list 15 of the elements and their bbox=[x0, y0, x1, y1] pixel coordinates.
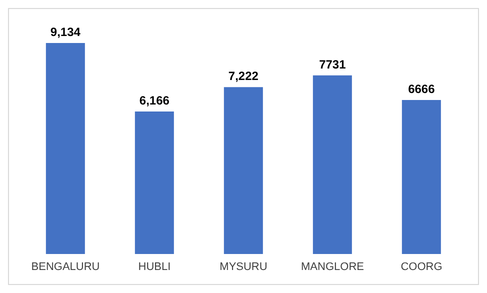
x-tick-label: BENGALURU bbox=[31, 260, 100, 273]
data-label: 6666 bbox=[408, 82, 436, 96]
data-label: 6,166 bbox=[139, 94, 170, 108]
data-label: 7731 bbox=[319, 57, 346, 72]
bar bbox=[402, 100, 441, 254]
x-tick-label: MYSURU bbox=[220, 260, 268, 273]
data-label: 7,222 bbox=[228, 69, 259, 84]
x-tick-label: HUBLI bbox=[138, 260, 171, 273]
bar bbox=[224, 87, 263, 254]
bar bbox=[46, 43, 85, 254]
x-tick-label: MANGLORE bbox=[301, 260, 364, 273]
bar bbox=[312, 75, 352, 254]
bar bbox=[134, 112, 174, 254]
data-label: 9,134 bbox=[50, 25, 81, 39]
x-tick-label: COORG bbox=[400, 260, 442, 273]
